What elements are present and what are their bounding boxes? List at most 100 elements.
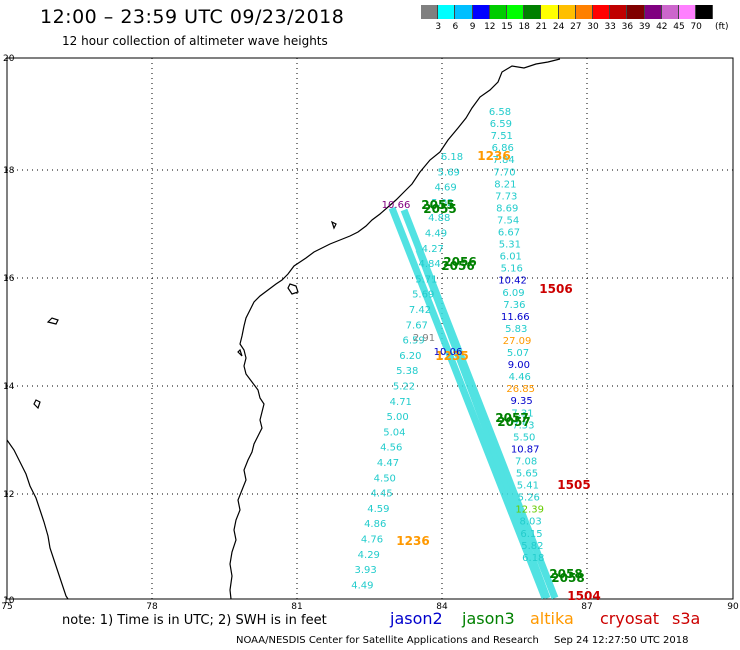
note-text: note: 1) Time is in UTC; 2) SWH is in fe… [62, 613, 327, 628]
track-value: 4.76 [361, 535, 383, 546]
track-value: 4.50 [374, 473, 396, 484]
colorbar-swatch [524, 5, 542, 19]
track-value: 4.47 [377, 458, 399, 469]
track-value: 7.31 [511, 408, 533, 419]
track-value: 5.22 [393, 382, 415, 393]
track-value: 6.18 [522, 553, 544, 564]
colorbar-label: 15 [501, 22, 513, 32]
track-value: 4.56 [380, 443, 402, 454]
track-value: 10.66 [382, 200, 411, 211]
legend-s3a: s3a [672, 609, 701, 628]
track-value: 5.26 [518, 493, 540, 504]
track-value: 7.08 [515, 456, 537, 467]
track-value: 7.53 [512, 420, 534, 431]
track-value: 6.18 [441, 152, 463, 163]
track-value: 4.84 [418, 259, 440, 270]
track-value: 5.82 [521, 541, 543, 552]
colorbar-label: 36 [621, 22, 634, 32]
track-value: 6.59 [402, 336, 424, 347]
track-value: 7.84 [492, 155, 514, 166]
track-value: 7.54 [497, 215, 519, 226]
colorbar-label: 70 [690, 22, 702, 32]
legend-jason2: jason2 [390, 609, 443, 628]
track-value: 27.09 [503, 336, 532, 347]
track-value: 7.70 [493, 167, 515, 178]
track-value: 4.46 [509, 372, 531, 383]
track-value: 6.15 [520, 529, 542, 540]
track-value: 5.38 [396, 366, 418, 377]
colorbar-label: 3 [435, 22, 442, 32]
track-value: 4.27 [422, 244, 444, 255]
track-value: 4.69 [434, 183, 456, 194]
track-value: 8.69 [496, 203, 518, 214]
track-value: 10.06 [434, 347, 463, 358]
satellite-legend: jason2 jason3 altika cryosat s3a [0, 609, 740, 631]
pass-time-label: 2057 [495, 411, 528, 425]
coastline [6, 58, 561, 600]
y-tick: 20 [3, 54, 15, 64]
pass-time-label: 2055 [423, 202, 456, 216]
track-value: 6.59 [490, 119, 512, 130]
track-value: 4.49 [425, 229, 447, 240]
colorbar-label: 21 [535, 22, 548, 32]
pass-time-label: 1506 [539, 282, 572, 296]
track-value: 6.67 [498, 228, 520, 239]
colorbar-swatch [575, 5, 593, 19]
track-value: 5.83 [505, 324, 527, 335]
colorbar-label: 12 [484, 22, 496, 32]
track-value: 6.86 [492, 143, 514, 154]
track-value: 8.03 [519, 517, 541, 528]
pass-time-label: 1236 [396, 534, 429, 548]
colorbar-swatch [558, 5, 576, 19]
track-value: 5.50 [513, 432, 535, 443]
track-value: 7.42 [409, 305, 431, 316]
y-tick: 14 [3, 382, 15, 392]
track-value: 9.00 [508, 360, 530, 371]
track-value: 5.07 [507, 348, 529, 359]
colorbar-label: 27 [570, 22, 582, 32]
colorbar-swatch [610, 5, 628, 19]
track-value: 8.21 [494, 179, 516, 190]
colorbar-swatch [696, 5, 714, 19]
track-value: 9.35 [510, 396, 532, 407]
pass-time-label: 2056 [441, 259, 474, 273]
colorbar-swatch [489, 5, 507, 19]
track-value: 10.42 [498, 276, 527, 287]
y-tick: 12 [3, 490, 14, 500]
colorbar-swatch [661, 5, 679, 19]
x-tick: 90 [727, 602, 739, 612]
map-frame [6, 57, 734, 600]
track-value: 4.59 [367, 504, 389, 515]
track-value: 5.02 [431, 198, 453, 209]
track-value: 6.20 [399, 351, 421, 362]
track-value: 10.87 [511, 444, 540, 455]
track-labels: 6.586.597.516.867.847.708.217.738.697.54… [351, 107, 600, 603]
colorbar-swatch [507, 5, 525, 19]
x-tick: 78 [146, 602, 158, 612]
colorbar-swatch [593, 5, 611, 19]
y-tick: 10 [3, 596, 15, 606]
footer-credit: NOAA/NESDIS Center for Satellite Applica… [236, 635, 539, 646]
pass-time-label: 2056 [443, 255, 476, 269]
colorbar-swatch [438, 5, 456, 19]
track-value: 11.66 [501, 312, 530, 323]
track-value: 7.73 [495, 191, 517, 202]
colorbar-label: 45 [673, 22, 685, 32]
track-value: 5.16 [501, 264, 523, 275]
pass-time-label: 2055 [421, 198, 454, 212]
colorbar-swatch [541, 5, 559, 19]
footer-timestamp: Sep 24 12:27:50 UTC 2018 [554, 635, 689, 646]
track-value: 4.86 [364, 519, 386, 530]
y-axis-ticks: 20 18 16 14 12 10 [3, 54, 15, 606]
y-tick: 16 [3, 274, 15, 284]
pass-time-label: 2058 [551, 571, 584, 585]
track-value: 12.39 [515, 505, 544, 516]
colorbar-label: 33 [604, 22, 616, 32]
x-tick: 75 [1, 602, 12, 612]
legend-jason3: jason3 [462, 609, 515, 628]
pass-time-label: 1505 [557, 478, 590, 492]
page-title: 12:00 – 23:59 UTC 09/23/2018 [40, 6, 345, 28]
track-value: 4.49 [351, 580, 373, 591]
colorbar-swatch [421, 5, 439, 19]
